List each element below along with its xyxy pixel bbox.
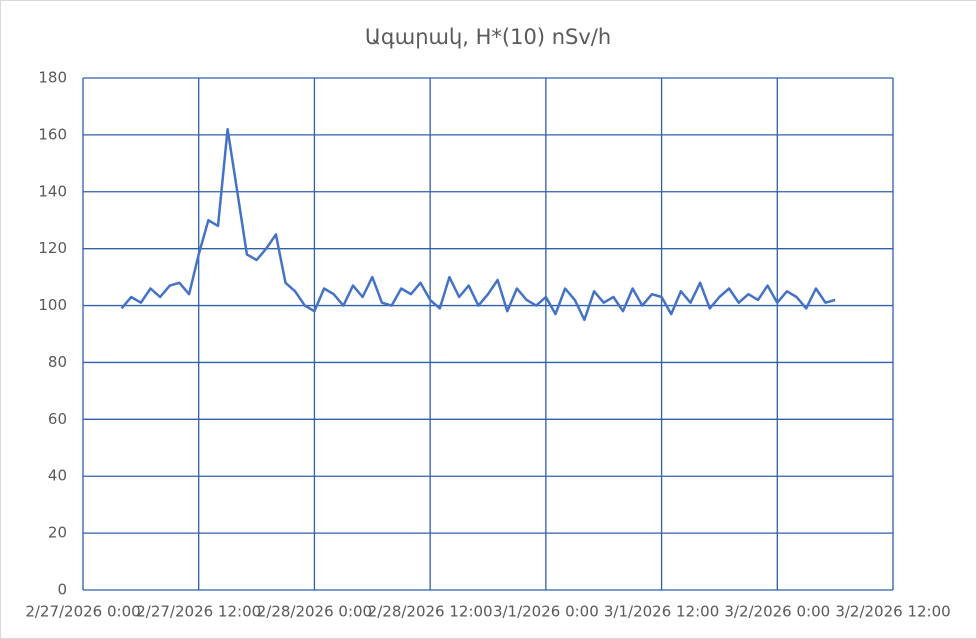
data-line [120,127,836,322]
y-tick-label: 60 [48,410,67,428]
y-tick-label: 100 [38,296,67,314]
y-tick-label: 180 [38,69,67,87]
y-tick-label: 120 [38,239,67,257]
x-tick-label: 2/27/2026 12:00 [136,603,261,621]
y-tick-label: 0 [57,581,67,599]
x-tick-label: 2/28/2026 0:00 [257,603,372,621]
y-tick-label: 20 [48,524,67,542]
x-tick-label: 3/2/2026 0:00 [724,603,830,621]
y-tick-label: 140 [38,182,67,200]
y-tick-label: 80 [48,353,67,371]
x-tick-label: 3/1/2026 0:00 [493,603,599,621]
chart-title: Ագարակ, H*(10) nSv/h [365,25,611,49]
x-tick-label: 3/2/2026 12:00 [835,603,950,621]
x-tick-label: 2/27/2026 0:00 [25,603,140,621]
y-tick-label: 40 [48,467,67,485]
x-tick-label: 2/28/2026 12:00 [368,603,493,621]
y-tick-label: 160 [38,125,67,143]
x-tick-label: 3/1/2026 12:00 [604,603,719,621]
